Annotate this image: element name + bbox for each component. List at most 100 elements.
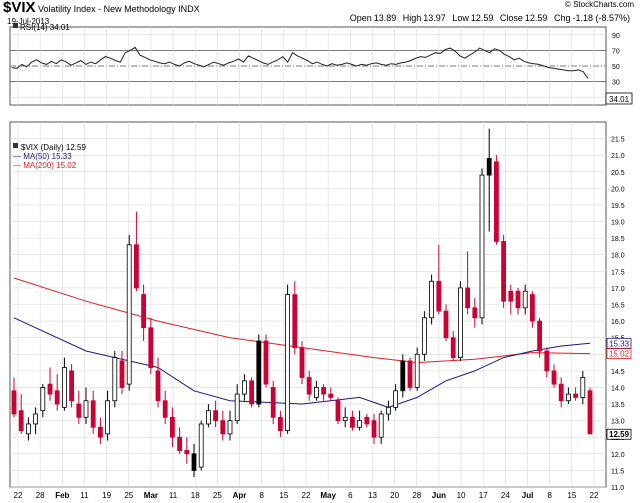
candle-body bbox=[205, 410, 211, 425]
candle-body bbox=[371, 420, 377, 438]
rsi-last-label: 34.01 bbox=[609, 95, 630, 104]
price-tick-label: 14.5 bbox=[611, 369, 625, 376]
candle-body bbox=[328, 393, 334, 398]
rsi-tick-label: 30 bbox=[612, 80, 620, 87]
x-tick-label: 11 bbox=[169, 491, 178, 500]
x-tick-label: Jul bbox=[522, 491, 534, 500]
candle-body bbox=[544, 350, 550, 372]
x-tick-label: 25 bbox=[124, 491, 133, 500]
copyright: © StockCharts.com bbox=[564, 0, 634, 9]
candle-body bbox=[493, 161, 499, 242]
index-name: Volatility Index - New Methodology bbox=[38, 4, 176, 14]
candle-body bbox=[292, 294, 298, 349]
price-tick-label: 11.5 bbox=[611, 468, 624, 475]
x-tick-label: 20 bbox=[390, 491, 399, 500]
candle-body bbox=[126, 244, 132, 385]
x-tick-label: 11 bbox=[80, 491, 89, 500]
candle-body bbox=[378, 413, 384, 438]
x-tick-label: 15 bbox=[279, 491, 288, 500]
candle-body bbox=[105, 400, 110, 435]
x-tick-label: 6 bbox=[348, 491, 353, 500]
rsi-title: RSI(14) 34.01 bbox=[20, 23, 70, 32]
price-tick-label: 21.5 bbox=[611, 137, 625, 144]
candle-body bbox=[69, 370, 74, 402]
price-tick-label: 19.0 bbox=[611, 220, 625, 227]
price-tick-label: 13.5 bbox=[611, 402, 625, 409]
price-legend-icon bbox=[13, 143, 18, 148]
candle-body bbox=[364, 416, 370, 425]
x-tick-label: Mar bbox=[144, 491, 158, 500]
candle-body bbox=[429, 280, 435, 319]
rsi-tick-label: 70 bbox=[612, 48, 620, 55]
candle-body bbox=[566, 393, 571, 402]
candle-body bbox=[558, 383, 564, 402]
price-tick-label: 17.5 bbox=[611, 269, 625, 276]
candle-body bbox=[501, 241, 507, 302]
legend-ma200: — MA(200) 15.02 bbox=[13, 161, 77, 170]
last-value-box bbox=[606, 428, 632, 440]
price-tick-label: 13.0 bbox=[611, 419, 625, 426]
high-value: 13.97 bbox=[423, 13, 446, 23]
last-value-label: 15.02 bbox=[609, 350, 630, 359]
candle-body bbox=[191, 453, 197, 471]
candle-body bbox=[414, 353, 420, 388]
candle-body bbox=[40, 387, 46, 412]
candle-body bbox=[141, 294, 147, 329]
candle-body bbox=[486, 158, 492, 176]
x-tick-label: 15 bbox=[567, 491, 576, 500]
candle-body bbox=[119, 360, 125, 388]
x-tick-label: 25 bbox=[213, 491, 222, 500]
candle-body bbox=[349, 416, 355, 428]
high-label: High bbox=[402, 13, 422, 23]
candle-body bbox=[25, 423, 31, 435]
rsi-tick-label: 90 bbox=[612, 33, 620, 40]
candle-body bbox=[263, 340, 269, 385]
candle-body bbox=[18, 410, 24, 431]
low-label: Low bbox=[452, 13, 469, 23]
price-tick-label: 18.0 bbox=[611, 253, 625, 260]
rsi-tick-label: 50 bbox=[612, 64, 620, 71]
candle-body bbox=[198, 423, 204, 468]
rsi-legend-icon bbox=[13, 23, 18, 28]
candle-body bbox=[580, 377, 586, 398]
candle-body bbox=[400, 360, 406, 392]
candle-body bbox=[76, 403, 82, 418]
candle-body bbox=[249, 380, 255, 405]
candle-body bbox=[508, 290, 514, 302]
candle-body bbox=[285, 294, 291, 431]
last-value-label: 12.59 bbox=[609, 430, 630, 439]
ma50-line bbox=[13, 317, 591, 408]
x-tick-label: 10 bbox=[457, 491, 466, 500]
candle-body bbox=[321, 387, 327, 395]
candle-body bbox=[342, 416, 348, 422]
price-tick-label: 19.5 bbox=[611, 203, 625, 210]
candle-body bbox=[90, 400, 96, 428]
candle-body bbox=[357, 420, 363, 428]
x-tick-label: 8 bbox=[547, 491, 552, 500]
rsi-panel: 1030507090 34.01 RSI(14) 34.01 bbox=[9, 23, 633, 106]
candle-body bbox=[465, 287, 471, 309]
candle-body bbox=[436, 280, 442, 312]
last-value-label: 15.33 bbox=[609, 339, 630, 348]
price-tick-label: 20.0 bbox=[611, 186, 625, 193]
x-tick-label: 28 bbox=[36, 491, 45, 500]
candle-body bbox=[169, 416, 175, 438]
candle-body bbox=[421, 317, 427, 355]
candle-body bbox=[530, 294, 535, 322]
candle-body bbox=[277, 416, 283, 431]
candle-body bbox=[393, 390, 399, 408]
chg-value: -1.18 (-8.57%) bbox=[572, 13, 630, 23]
x-tick-label: 22 bbox=[302, 491, 311, 500]
candle-body bbox=[241, 380, 247, 395]
x-tick-label: 13 bbox=[368, 491, 377, 500]
candle-body bbox=[98, 426, 103, 438]
symbol: $VIX bbox=[3, 0, 36, 16]
candle-body bbox=[33, 413, 38, 425]
x-tick-label: 24 bbox=[501, 491, 510, 500]
ohlc-readout: Open 13.89 High 13.97 Low 12.59 Close 12.59 … bbox=[346, 13, 630, 23]
exchange: INDX bbox=[178, 4, 200, 14]
candle-body bbox=[213, 410, 219, 422]
x-tick-label: Apr bbox=[233, 491, 247, 500]
candle-body bbox=[407, 360, 413, 388]
candle-body bbox=[83, 400, 89, 418]
